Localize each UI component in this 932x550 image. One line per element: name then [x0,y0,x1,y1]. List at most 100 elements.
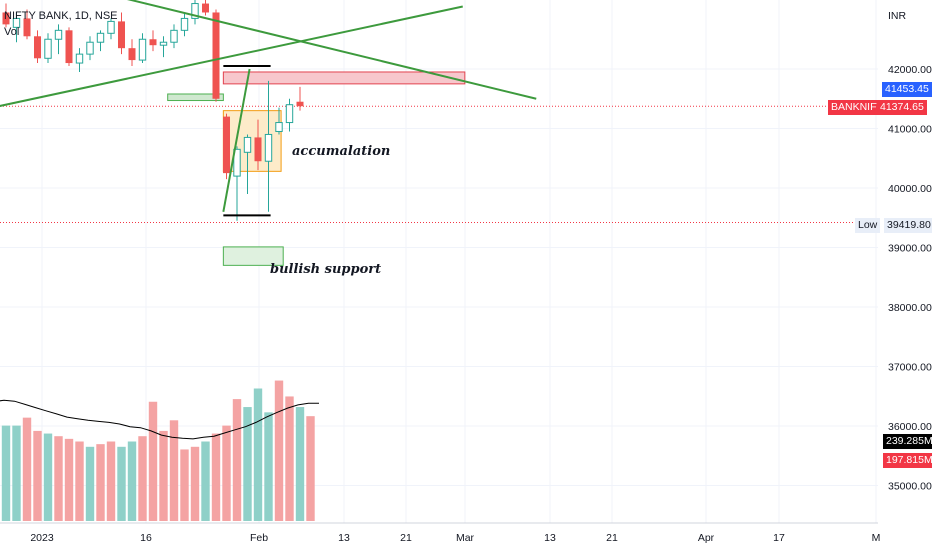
volume-bars [0,380,319,521]
volume-bar [64,438,74,521]
volume-bar [285,396,294,521]
candle-body [128,48,136,61]
candle-body [254,137,262,162]
volume-ma-label: 239.285M [883,434,932,449]
volume-bar [75,441,84,521]
candle-body [202,3,209,13]
volume-bar [211,433,221,521]
price-tick-label: 42000.00 [888,64,932,76]
price-tick-label: 36000.00 [888,421,932,433]
candle-body [96,32,105,43]
candle-body [2,12,10,25]
currency-label: INR [888,10,907,22]
trend-lines [0,0,537,217]
volume-bar [306,416,315,521]
volume-bar [232,399,242,521]
candle-body [54,29,63,40]
volume-bar [85,446,95,521]
candle-body [138,38,147,61]
candle-body [75,53,84,64]
volume-bar [222,425,231,521]
accumulation-label[interactable]: accumalation [292,144,391,159]
candle-body [275,122,283,132]
trend-line [126,0,537,100]
candle-body [86,41,94,55]
symbol-price-tag: BANKNIFTY [828,100,893,115]
volume-bar [180,449,189,521]
time-tick-label: 13 [544,532,556,544]
time-tick-label: Apr [698,532,715,544]
last-price-label: 41374.65 [877,100,927,115]
volume-bar [159,430,168,521]
price-tick-label: 37000.00 [888,362,932,374]
candle-body [149,39,157,46]
low-label: Low [855,218,881,233]
support-zone [222,246,284,266]
price-tick-label: 35000.00 [888,481,932,493]
bullish-support-label[interactable]: bullish support [270,262,382,277]
candle-body [12,17,21,28]
volume-bar [190,446,200,521]
time-tick-label: Feb [250,532,268,544]
volume-bar [106,441,116,521]
candle-body [118,21,125,49]
volume-bar [117,446,126,521]
volume-bar [127,441,137,521]
time-tick-label: 13 [338,532,350,544]
volume-label[interactable]: Vol [4,26,20,38]
volume-bar [22,417,32,521]
candle-body [296,101,304,107]
volume-bar [274,380,284,521]
volume-bar [138,436,147,521]
volume-bar [1,425,11,521]
symbol-title[interactable]: NIFTY BANK, 1D, NSE [4,10,118,22]
candle-body [212,12,220,99]
candle-body [223,116,230,174]
volume-bar [33,430,42,521]
price-tick-label: 40000.00 [888,183,932,195]
time-tick-label: M [872,532,881,544]
trend-line [0,5,463,107]
candle-body [285,104,294,124]
time-tick-label: 21 [606,532,618,544]
time-tick-label: 21 [400,532,412,544]
candle-body [243,136,252,153]
candle-body [191,3,199,19]
candle-body [170,29,178,43]
trend-line [222,68,251,212]
drawing-zones [0,71,878,266]
time-tick-label: 16 [140,532,152,544]
candle-body [159,41,168,46]
volume-bar [201,441,210,521]
volume-last-label: 197.815M [883,453,932,468]
candle-body [233,148,241,177]
volume-bar [243,407,252,521]
axes: 42000.00 41000.00 40000.00 39000.00 38000.00… [0,64,932,544]
candle-body [264,133,273,162]
volume-bar [264,412,273,521]
volume-bar [295,407,305,521]
volume-bar [148,401,158,521]
candle-body [107,20,115,34]
volume-ma-line [0,399,319,440]
low-value: 39419.80 [884,218,932,233]
candle-body [180,17,189,31]
alt-price-label: 41453.45 [882,82,932,97]
candle-body [44,38,52,59]
volume-bar [169,420,179,521]
candles [2,0,304,221]
volume-bar [54,436,63,521]
volume-bar [12,425,21,521]
candle-body [23,18,31,37]
candle-body [65,30,73,64]
time-tick-label: Mar [456,532,475,544]
time-tick-label: 17 [773,532,785,544]
price-tick-label: 41000.00 [888,124,932,136]
price-tick-label: 39000.00 [888,243,932,255]
volume-bar [43,433,53,521]
volume-bar [253,388,263,521]
range-zone [167,93,224,102]
price-tick-label: 38000.00 [888,302,932,314]
candle-body [34,36,41,59]
